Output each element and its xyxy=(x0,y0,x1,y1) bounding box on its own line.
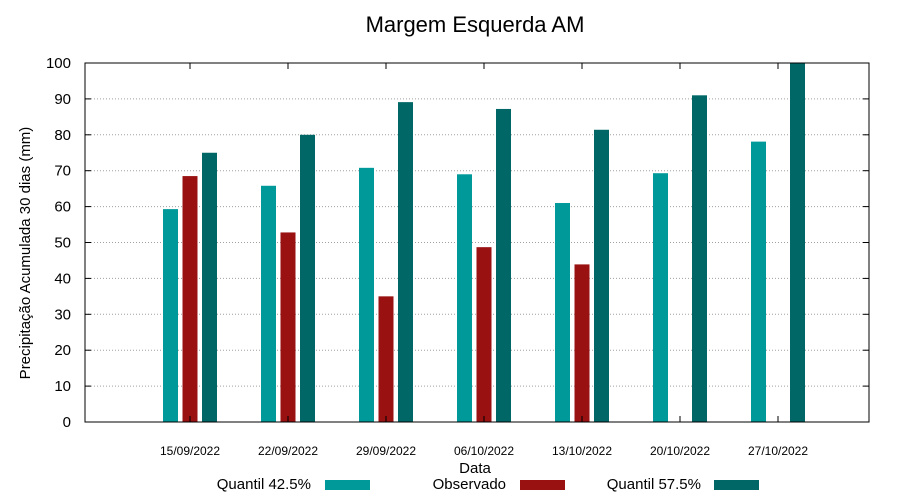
x-tick-label: 13/10/2022 xyxy=(552,444,612,458)
legend-swatch xyxy=(325,480,370,490)
y-axis-label: Precipitação Acumulada 30 dias (mm) xyxy=(17,127,34,380)
bar xyxy=(574,264,590,422)
y-tick-label: 50 xyxy=(54,235,71,252)
chart-title: Margem Esquerda AM xyxy=(366,12,585,37)
bar xyxy=(398,102,413,423)
x-tick-label: 15/09/2022 xyxy=(160,444,220,458)
x-axis-ticks: 15/09/2022 22/09/2022 29/09/2022 06/10/2022… xyxy=(160,63,808,458)
y-tick-label: 0 xyxy=(63,414,71,431)
legend-swatch xyxy=(714,480,759,490)
x-tick-label: 29/09/2022 xyxy=(356,444,416,458)
bar xyxy=(790,63,805,422)
y-tick-label: 40 xyxy=(54,270,71,287)
y-tick-label: 20 xyxy=(54,342,71,359)
bar xyxy=(476,247,492,422)
y-tick-label: 10 xyxy=(54,378,71,395)
y-tick-label: 30 xyxy=(54,306,71,323)
bar xyxy=(751,141,766,422)
x-tick-label: 27/10/2022 xyxy=(748,444,808,458)
y-tick-label: 60 xyxy=(54,199,71,216)
legend-label: Observado xyxy=(433,476,506,493)
bar xyxy=(555,203,570,422)
y-tick-label: 70 xyxy=(54,163,71,180)
x-tick-label: 20/10/2022 xyxy=(650,444,710,458)
bar xyxy=(496,108,511,423)
legend-label: Quantil 57.5% xyxy=(607,476,701,493)
bar xyxy=(261,185,276,422)
y-tick-label: 100 xyxy=(46,55,71,72)
bar xyxy=(457,174,472,422)
y-tick-label: 90 xyxy=(54,91,71,108)
bar xyxy=(653,173,668,422)
x-axis-label: Data xyxy=(459,460,491,477)
legend-label: Quantil 42.5% xyxy=(217,476,311,493)
legend: Quantil 42.5% Observado Quantil 57.5% xyxy=(217,476,759,493)
bars xyxy=(163,63,805,423)
x-tick-label: 22/09/2022 xyxy=(258,444,318,458)
bar xyxy=(182,176,198,422)
bar xyxy=(359,167,374,422)
bar xyxy=(163,209,178,422)
legend-swatch xyxy=(520,480,565,490)
bar xyxy=(300,134,315,423)
x-tick-label: 06/10/2022 xyxy=(454,444,514,458)
bar xyxy=(378,296,394,422)
bar xyxy=(202,152,217,422)
bar xyxy=(280,232,296,422)
y-axis-ticks: 0 10 20 30 40 50 60 70 80 90 100 xyxy=(46,55,869,431)
bar xyxy=(692,95,707,422)
bar xyxy=(594,129,609,423)
y-tick-label: 80 xyxy=(54,127,71,144)
